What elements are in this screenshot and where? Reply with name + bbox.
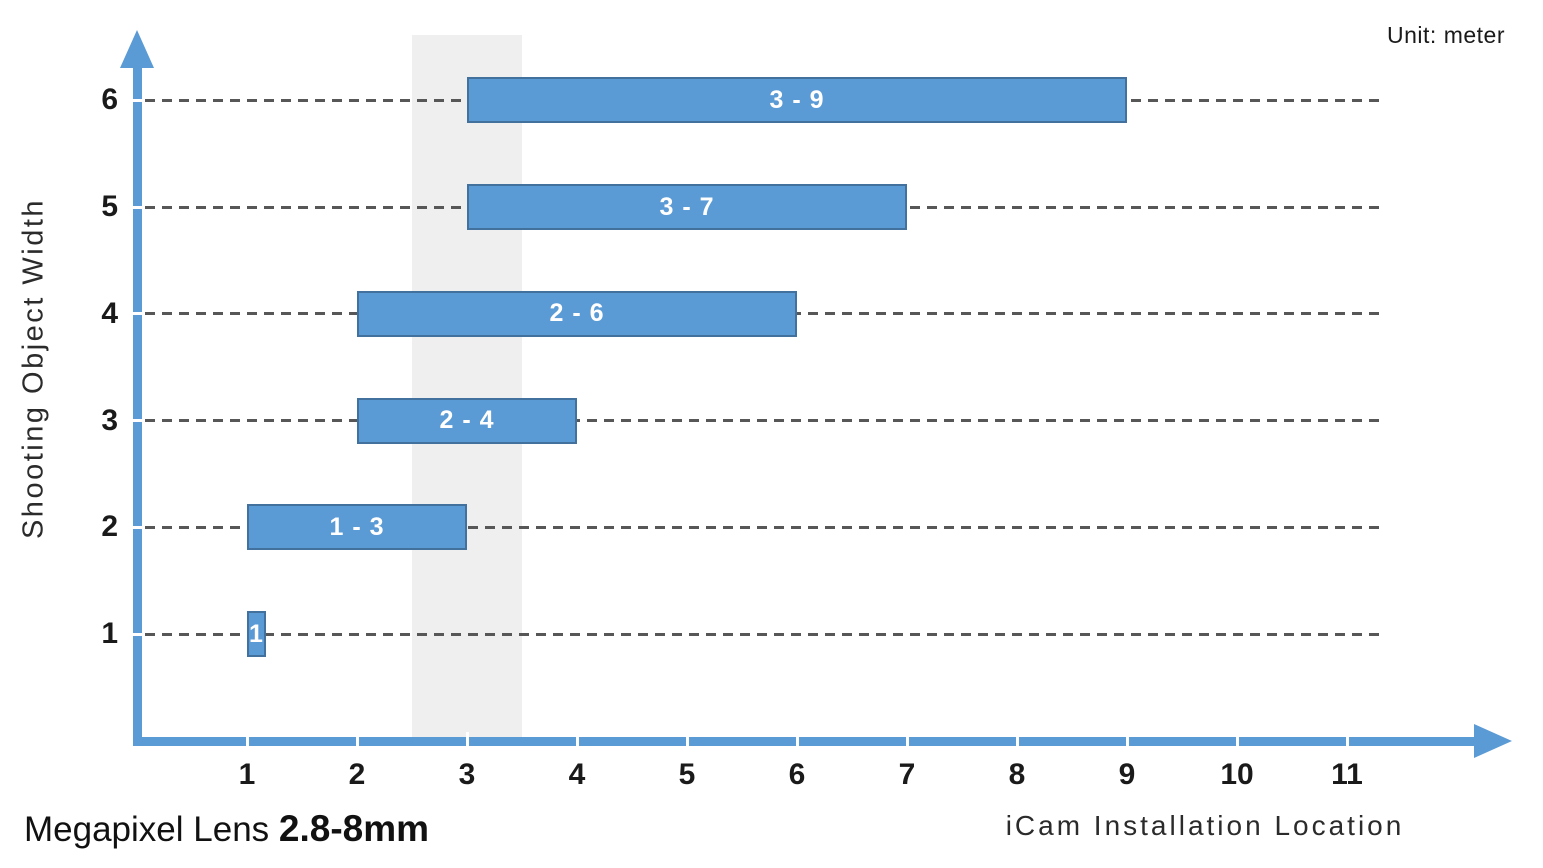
y-axis-arrow-icon [120,30,154,68]
range-bar: 2 - 4 [357,397,577,444]
chart-title: Megapixel Lens 2.8-8mm [24,808,429,850]
x-tick-label: 9 [1118,758,1136,791]
y-axis-tick [133,98,142,102]
bar-range-label: 3 - 9 [769,85,825,114]
x-tick-label: 1 [238,758,256,791]
gridline [145,632,1385,636]
x-axis-tick [795,732,799,746]
y-axis-tick [133,205,142,209]
x-tick-label: 11 [1331,758,1363,791]
y-tick-label: 3 [101,403,118,437]
bar-range-label: 2 - 6 [549,299,605,328]
x-axis-line [133,737,1477,746]
bar-range-label: 3 - 7 [659,192,715,221]
range-bar: 2 - 6 [357,290,797,337]
x-axis-arrow-icon [1474,724,1512,758]
x-axis-tick [685,732,689,746]
highlight-band [412,35,522,738]
y-axis-tick [133,632,142,636]
chart-title-lens-range: 2.8-8mm [278,808,430,849]
x-tick-label: 7 [898,758,916,791]
x-axis-tick [1125,732,1129,746]
x-axis-tick [355,732,359,746]
x-tick-label: 10 [1220,758,1254,791]
y-tick-label: 1 [101,617,118,651]
y-axis-title: Shooting Object Width [17,197,50,540]
range-bar: 1 - 3 [247,504,467,551]
range-bar: 1 [247,611,266,658]
x-tick-label: 6 [788,758,806,791]
gridline [145,525,1385,529]
x-axis-tick [1345,732,1349,746]
x-tick-label: 3 [458,758,476,791]
x-axis-tick [905,732,909,746]
chart-title-prefix: Megapixel Lens [24,810,279,849]
x-tick-label: 2 [348,758,366,791]
bar-range-label: 1 [249,619,264,648]
y-tick-label: 5 [101,190,118,223]
y-tick-label: 4 [101,296,118,330]
y-tick-label: 6 [101,83,118,117]
x-tick-label: 8 [1008,758,1026,791]
x-axis-tick [465,732,469,746]
bar-range-label: 2 - 4 [439,406,495,435]
y-axis-tick [133,312,142,316]
x-axis-tick [575,732,579,746]
unit-label: Unit: meter [1387,22,1505,48]
y-axis-tick [133,419,142,423]
x-axis-tick [1015,732,1019,746]
y-tick-label: 2 [101,510,118,544]
x-axis-tick [1235,732,1239,746]
x-axis-tick [245,732,249,746]
range-bar: 3 - 7 [467,184,907,230]
y-axis-tick [133,525,142,529]
bar-range-label: 1 - 3 [329,512,385,541]
x-axis-title: iCam Installation Location [1005,810,1405,841]
range-bar: 3 - 9 [467,77,1127,124]
x-tick-label: 4 [568,758,586,791]
x-tick-label: 5 [678,758,696,791]
gridline [145,419,1385,423]
y-axis-line [133,58,142,741]
